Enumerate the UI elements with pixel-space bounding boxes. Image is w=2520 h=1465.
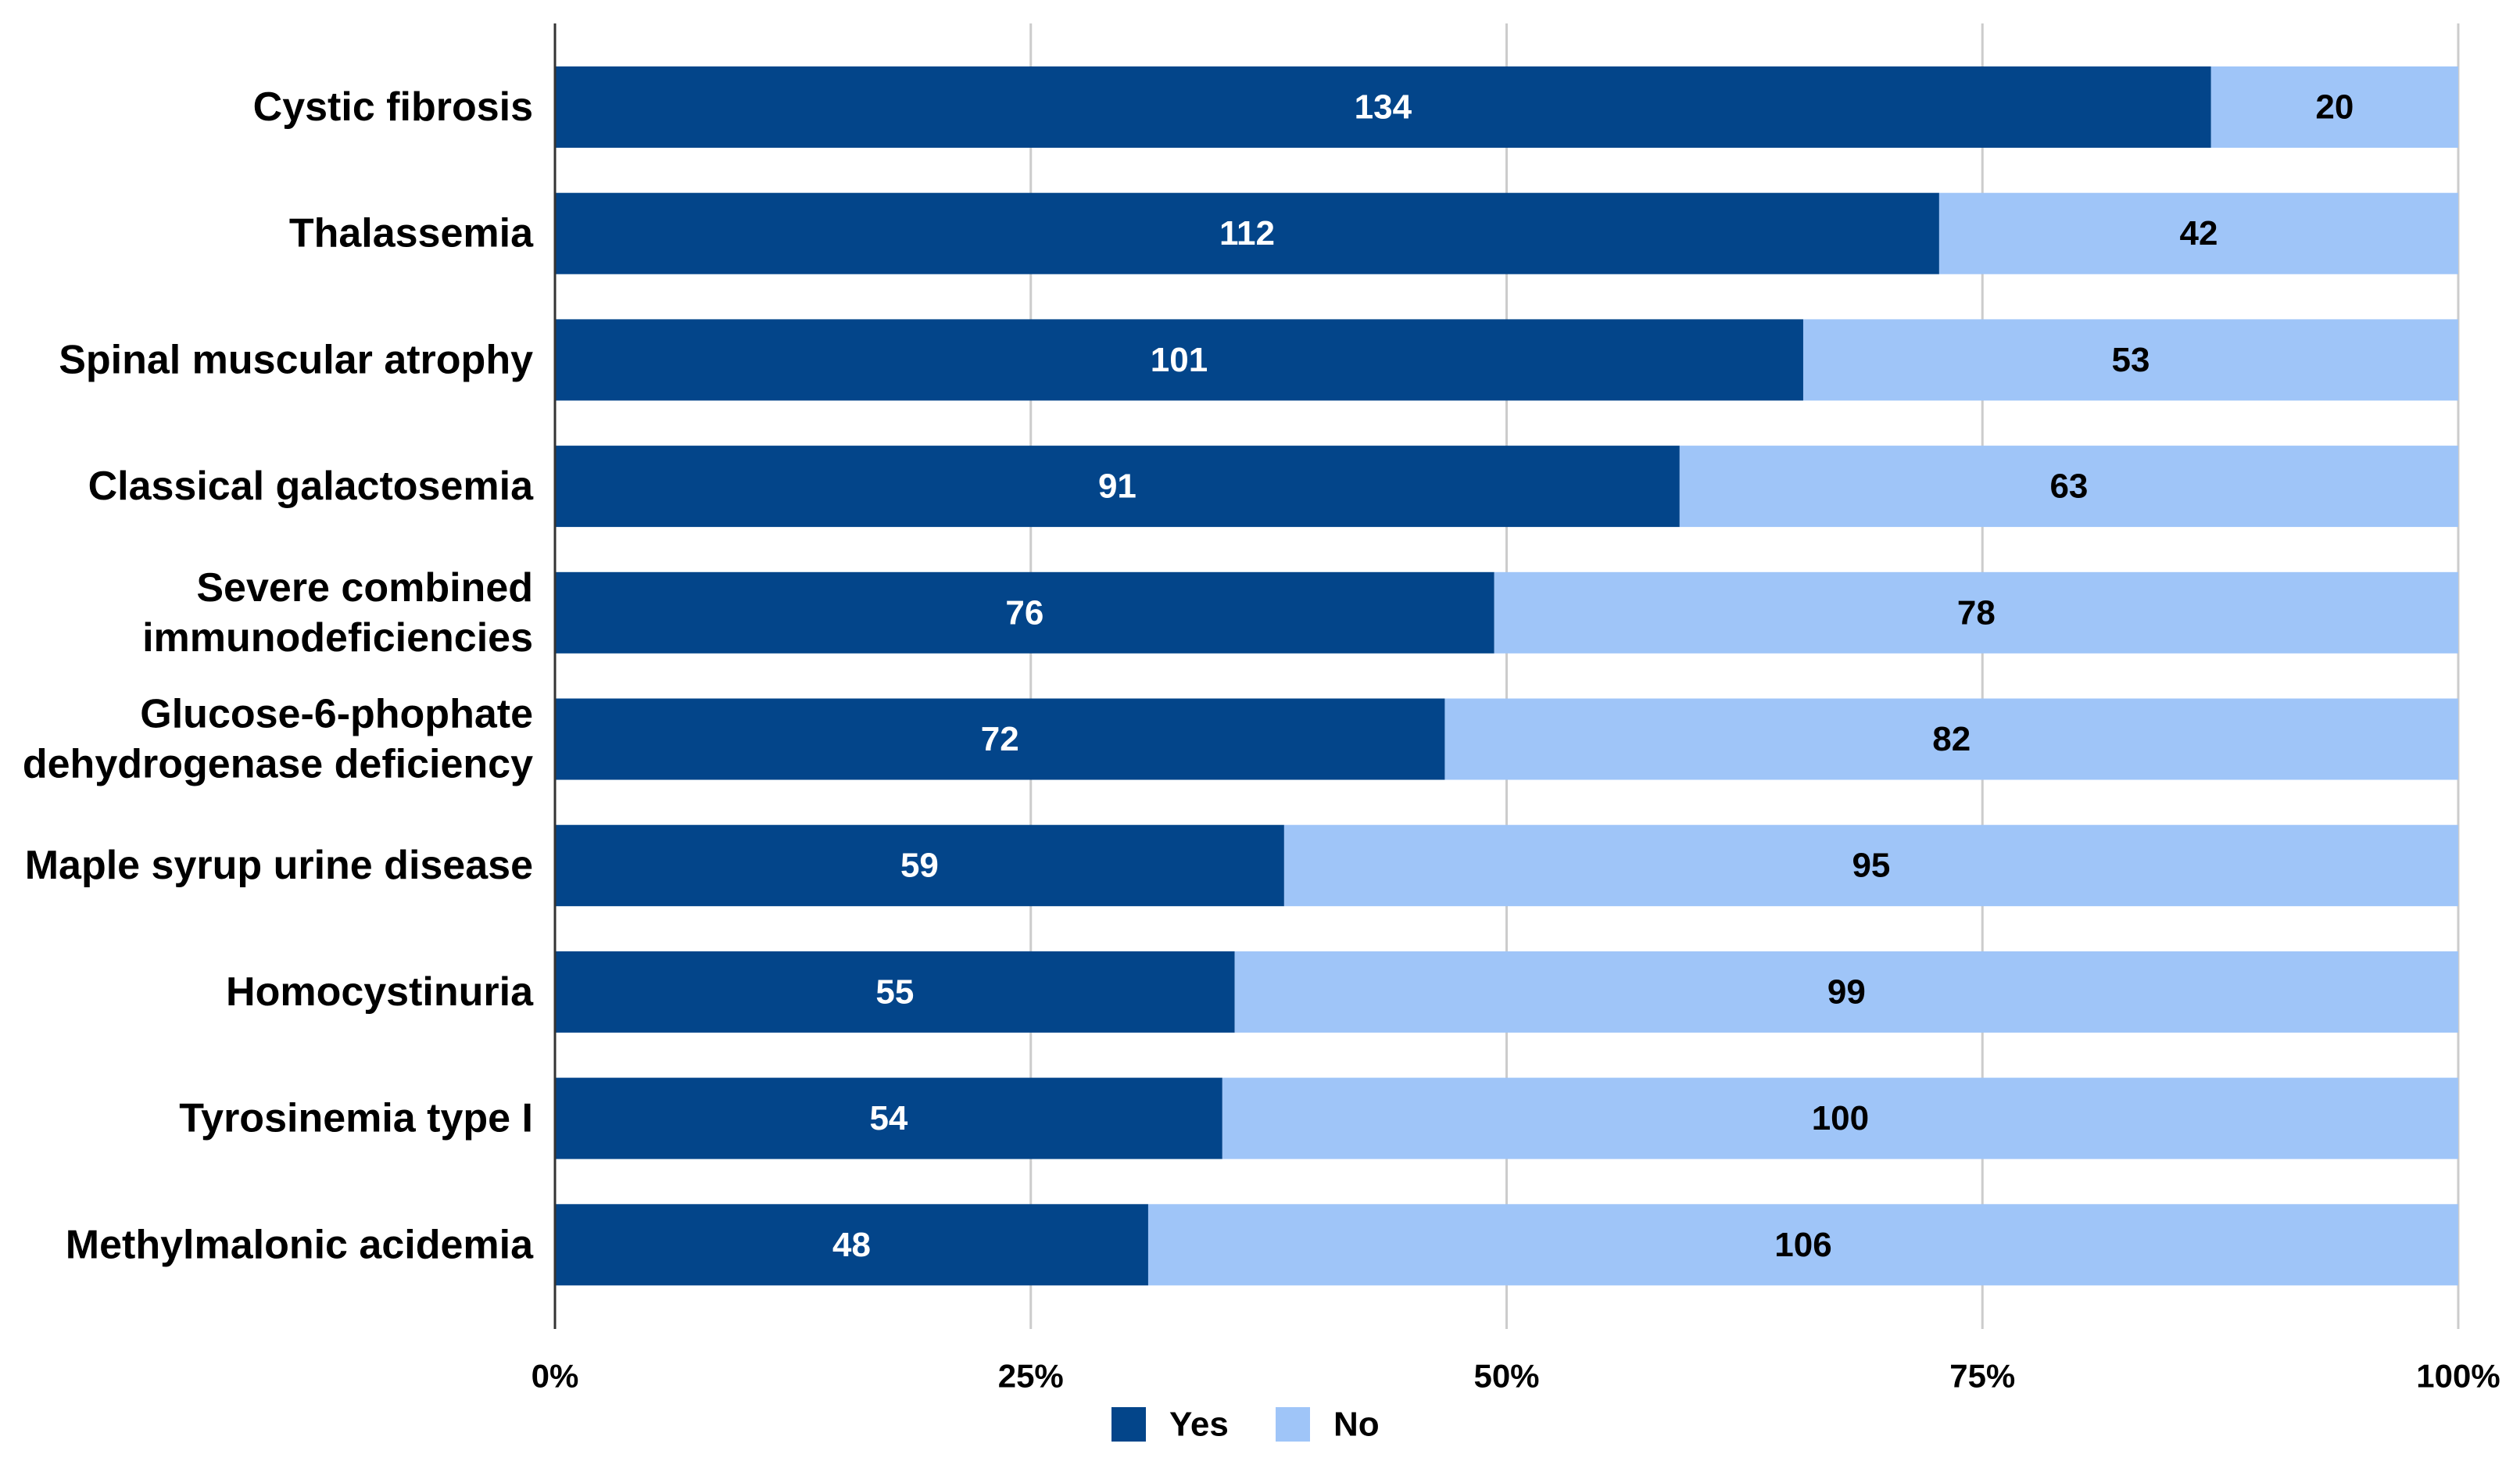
bar-segment-no bbox=[1444, 698, 2458, 780]
bar-segment-yes bbox=[555, 192, 1939, 274]
data-label-yes: 76 bbox=[1005, 593, 1043, 632]
bar-segment-no bbox=[1222, 1077, 2458, 1159]
data-label-no: 106 bbox=[1774, 1226, 1831, 1264]
bar-row: 48 106 bbox=[555, 1204, 2458, 1286]
legend-swatch-yes bbox=[1111, 1407, 1146, 1442]
category-label: Tyrosinemia type I bbox=[179, 1096, 533, 1141]
legend-swatch-no bbox=[1276, 1407, 1310, 1442]
bar-row: 72 82 bbox=[555, 698, 2458, 780]
legend-label-no: No bbox=[1333, 1406, 1380, 1444]
category-label: Thalassemia bbox=[289, 211, 534, 256]
legend: Yes No bbox=[1111, 1406, 1380, 1444]
bar-segment-yes bbox=[555, 825, 1284, 907]
category-label: Spinal muscular atrophy bbox=[59, 337, 533, 382]
x-tick-label: 25% bbox=[998, 1358, 1064, 1395]
bar-segment-no bbox=[1147, 1204, 2458, 1286]
bar-segment-no bbox=[1494, 571, 2458, 654]
legend-item-no: No bbox=[1276, 1406, 1380, 1444]
bar-row: 54 100 bbox=[555, 1077, 2458, 1159]
x-tick-label: 100% bbox=[2416, 1358, 2500, 1395]
data-label-yes: 48 bbox=[832, 1226, 871, 1264]
bar-segment-yes bbox=[555, 1204, 1148, 1286]
bar-row: 55 99 bbox=[555, 951, 2458, 1033]
category-label: Severe combined bbox=[196, 565, 533, 611]
bar-row: 101 53 bbox=[555, 319, 2458, 401]
data-label-yes: 134 bbox=[1355, 88, 1412, 127]
data-label-yes: 91 bbox=[1098, 467, 1137, 506]
data-label-yes: 101 bbox=[1151, 341, 1208, 379]
data-label-no: 99 bbox=[1827, 972, 1866, 1011]
data-label-no: 95 bbox=[1852, 847, 1890, 885]
bar-segment-yes bbox=[555, 66, 2211, 148]
bar-row: 76 78 bbox=[555, 571, 2458, 654]
bar-row: 112 42 bbox=[555, 192, 2458, 274]
data-label-no: 42 bbox=[2179, 214, 2218, 253]
category-label: Classical galactosemia bbox=[88, 464, 535, 509]
bar-segment-no bbox=[1234, 951, 2458, 1033]
category-label: dehydrogenase deficiency bbox=[23, 742, 533, 787]
bars: 134 20 112 42 101 53 91 63 76 78 72 82 59 95 55 99 54 100… bbox=[555, 66, 2458, 1286]
x-tick-label: 50% bbox=[1473, 1358, 1539, 1395]
category-label: immunodeficiencies bbox=[142, 615, 533, 661]
legend-item-yes: Yes bbox=[1111, 1406, 1229, 1444]
bar-segment-no bbox=[2210, 66, 2458, 148]
bar-segment-yes bbox=[555, 446, 1680, 528]
category-labels: Cystic fibrosis Thalassemia Spinal muscula… bbox=[23, 84, 534, 1267]
bar-segment-no bbox=[1283, 825, 2458, 907]
bar-segment-yes bbox=[555, 1077, 1222, 1159]
category-label: Homocystinuria bbox=[226, 969, 534, 1015]
x-tick-label: 0% bbox=[532, 1358, 579, 1395]
data-label-no: 82 bbox=[1932, 720, 1971, 758]
data-label-yes: 55 bbox=[875, 972, 914, 1011]
x-tick-labels: 0% 25% 50% 75% 100% bbox=[532, 1358, 2500, 1395]
bar-segment-yes bbox=[555, 571, 1494, 654]
bar-segment-yes bbox=[555, 951, 1235, 1033]
data-label-no: 63 bbox=[2049, 467, 2088, 506]
bar-segment-no bbox=[1938, 192, 2458, 274]
data-label-no: 53 bbox=[2112, 341, 2150, 379]
category-label: Maple syrup urine disease bbox=[25, 843, 533, 888]
data-label-yes: 59 bbox=[900, 847, 939, 885]
bar-row: 134 20 bbox=[555, 66, 2458, 148]
category-label: Glucose-6-phophate bbox=[140, 692, 533, 737]
bar-row: 59 95 bbox=[555, 825, 2458, 907]
category-label: Methylmalonic acidemia bbox=[66, 1222, 534, 1267]
data-label-no: 100 bbox=[1812, 1099, 1869, 1137]
x-tick-label: 75% bbox=[1949, 1358, 2015, 1395]
data-label-no: 78 bbox=[1957, 593, 1996, 632]
category-label: Cystic fibrosis bbox=[253, 84, 533, 130]
data-label-yes: 54 bbox=[869, 1099, 907, 1137]
bar-segment-yes bbox=[555, 319, 1803, 401]
bar-row: 91 63 bbox=[555, 446, 2458, 528]
bar-segment-no bbox=[1802, 319, 2458, 401]
bar-segment-no bbox=[1679, 446, 2458, 528]
bar-segment-yes bbox=[555, 698, 1445, 780]
data-label-no: 20 bbox=[2315, 88, 2354, 127]
data-label-yes: 72 bbox=[981, 720, 1019, 758]
legend-label-yes: Yes bbox=[1169, 1406, 1229, 1444]
data-label-yes: 112 bbox=[1219, 214, 1275, 253]
